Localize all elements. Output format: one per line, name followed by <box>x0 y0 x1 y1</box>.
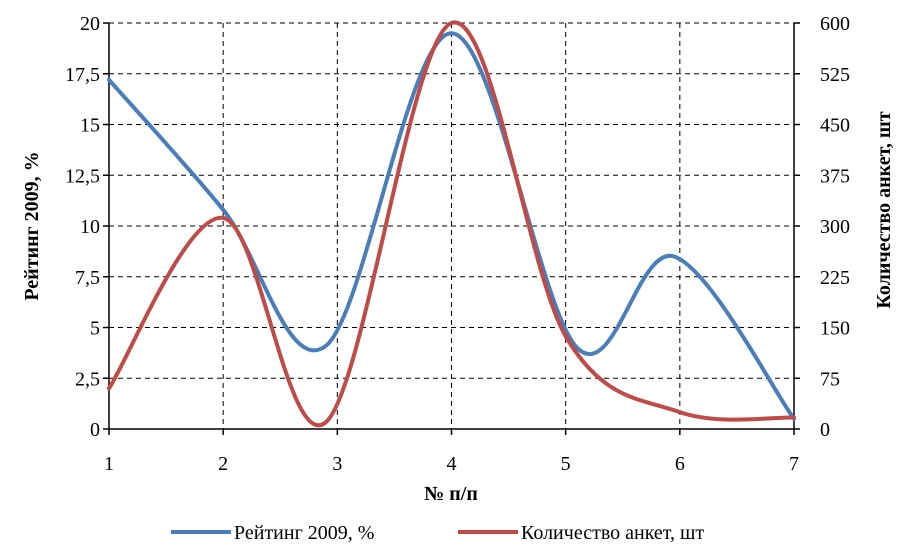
x-tick-label: 4 <box>447 453 457 475</box>
right-y-tick-label: 225 <box>820 267 850 289</box>
x-tick-label: 2 <box>218 453 228 475</box>
left-y-tick-label: 2,5 <box>75 368 100 390</box>
left-y-tick-label: 5 <box>90 318 100 340</box>
legend: Рейтинг 2009, % Количество анкет, шт <box>171 522 704 544</box>
left-y-tick-label: 12,5 <box>65 165 100 187</box>
left-y-axis-title: Рейтинг 2009, % <box>21 151 43 300</box>
right-y-tick-label: 525 <box>820 64 850 86</box>
right-y-tick-label: 300 <box>820 216 850 238</box>
left-y-tick-label: 17,5 <box>65 64 100 86</box>
right-y-tick-label: 150 <box>820 318 850 340</box>
x-tick-labels: 1 2 3 4 5 6 7 <box>104 453 799 475</box>
right-y-axis-title: Количество анкет, шт <box>873 111 895 308</box>
right-y-tick-label: 450 <box>820 115 850 137</box>
x-tick-label: 3 <box>332 453 342 475</box>
tick-marks <box>103 22 800 435</box>
right-y-tick-labels: 0 75 150 225 300 375 450 525 600 <box>820 13 850 441</box>
x-tick-label: 6 <box>675 453 685 475</box>
x-tick-label: 5 <box>561 453 571 475</box>
x-tick-label: 1 <box>104 453 114 475</box>
x-tick-label: 7 <box>789 453 799 475</box>
legend-label-rating: Рейтинг 2009, % <box>234 522 374 544</box>
x-axis-title: № п/п <box>424 483 478 505</box>
right-y-tick-label: 600 <box>820 13 850 35</box>
gridlines <box>109 22 794 429</box>
legend-label-questionnaires: Количество анкет, шт <box>521 522 704 544</box>
right-y-tick-label: 75 <box>820 368 840 390</box>
left-y-tick-label: 15 <box>80 115 100 137</box>
left-y-tick-label: 20 <box>80 13 100 35</box>
left-y-tick-label: 10 <box>80 216 100 238</box>
left-y-tick-label: 7,5 <box>75 267 100 289</box>
right-y-tick-label: 0 <box>820 419 830 441</box>
series-lines <box>107 20 796 428</box>
left-y-tick-label: 0 <box>90 419 100 441</box>
right-y-tick-label: 375 <box>820 165 850 187</box>
left-y-tick-labels: 0 2,5 5 7,5 10 12,5 15 17,5 20 <box>65 13 100 441</box>
series-line-questionnaires <box>107 20 796 428</box>
